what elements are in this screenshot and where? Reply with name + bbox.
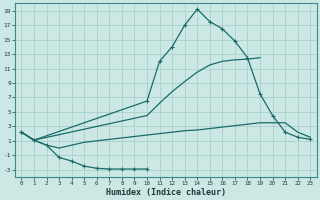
X-axis label: Humidex (Indice chaleur): Humidex (Indice chaleur): [106, 188, 226, 197]
